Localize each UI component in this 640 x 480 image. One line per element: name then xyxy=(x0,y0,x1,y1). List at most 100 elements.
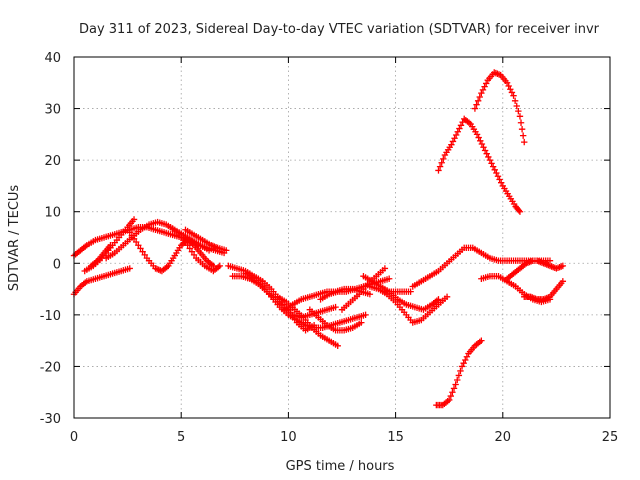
data-point xyxy=(485,153,492,161)
data-point xyxy=(516,208,524,215)
data-point xyxy=(518,126,526,133)
data-point xyxy=(483,150,490,157)
data-point xyxy=(107,242,114,249)
data-point xyxy=(358,319,365,326)
series-arc-16 xyxy=(338,265,389,313)
data-point xyxy=(362,311,369,319)
data-point xyxy=(452,131,460,139)
data-point xyxy=(488,160,495,167)
data-point xyxy=(334,342,341,349)
data-point xyxy=(481,147,489,154)
data-point xyxy=(455,372,463,379)
data-point xyxy=(132,238,140,246)
plot-frame xyxy=(73,56,611,419)
series-arc-02 xyxy=(70,265,133,298)
series-arc-23 xyxy=(471,69,528,146)
data-point xyxy=(223,247,230,254)
series-arc-06 xyxy=(167,223,223,275)
data-marks xyxy=(70,69,567,409)
data-point xyxy=(491,166,498,174)
data-point xyxy=(519,132,527,139)
data-point xyxy=(479,86,487,94)
data-point xyxy=(493,169,500,177)
data-point xyxy=(366,291,374,298)
series-arc-14 xyxy=(306,306,365,334)
x-axis-label: GPS time / hours xyxy=(286,459,395,474)
x-tick-label: 5 xyxy=(177,430,185,445)
y-tick-label: 10 xyxy=(44,206,61,221)
y-axis-label: SDTVAR / TECUs xyxy=(7,185,22,292)
data-point xyxy=(385,275,393,282)
series-arc-25 xyxy=(521,278,567,303)
x-tick-label: 20 xyxy=(495,430,512,445)
data-point xyxy=(454,128,461,135)
series-arc-18 xyxy=(366,283,451,326)
series-arc-08 xyxy=(87,242,114,270)
data-point xyxy=(475,134,482,141)
data-point xyxy=(190,251,198,259)
data-point xyxy=(458,363,466,370)
data-point xyxy=(457,122,465,129)
series-arc-05 xyxy=(126,229,217,275)
data-point xyxy=(559,262,567,270)
data-point xyxy=(473,101,480,108)
data-point xyxy=(448,141,455,148)
y-tick-label: 40 xyxy=(44,51,61,66)
data-point xyxy=(507,86,514,93)
data-point xyxy=(497,179,505,186)
data-point xyxy=(503,79,511,86)
data-point xyxy=(505,82,512,90)
data-point xyxy=(188,248,196,255)
x-tick-label: 10 xyxy=(280,430,297,445)
data-point xyxy=(186,245,193,252)
data-point xyxy=(135,242,142,249)
x-tick-label: 0 xyxy=(70,430,78,445)
data-point xyxy=(381,265,389,272)
data-point xyxy=(454,376,461,384)
series-arc-12 xyxy=(274,293,341,349)
data-point xyxy=(446,396,453,404)
series-arc-26 xyxy=(533,257,567,272)
axis-ticks xyxy=(73,56,611,419)
data-point xyxy=(205,247,213,254)
y-tick-label: 0 xyxy=(53,257,61,272)
y-tick-label: 20 xyxy=(44,154,61,169)
data-point xyxy=(489,163,497,170)
data-point xyxy=(513,102,520,110)
data-point xyxy=(436,163,444,170)
series-arc-20 xyxy=(409,244,554,290)
data-point xyxy=(456,125,463,132)
data-point xyxy=(128,232,136,239)
data-point xyxy=(438,159,445,166)
data-point xyxy=(130,235,138,242)
data-point xyxy=(452,381,459,388)
data-point xyxy=(517,119,525,126)
data-point xyxy=(141,251,148,259)
data-point xyxy=(435,167,442,174)
tick-labels: 0 5 10 15 20 25 -30 -20 -10 0 10 20 30 40 xyxy=(40,51,619,445)
data-point xyxy=(521,138,528,146)
series-arc-07 xyxy=(182,226,230,254)
data-point xyxy=(478,89,485,97)
x-tick-label: 25 xyxy=(602,430,619,445)
data-point xyxy=(510,92,517,99)
data-point xyxy=(471,105,479,112)
y-tick-label: -20 xyxy=(40,360,61,375)
data-point xyxy=(508,89,516,96)
data-point xyxy=(481,83,488,90)
data-point xyxy=(139,248,146,255)
data-point xyxy=(443,293,451,301)
data-point xyxy=(457,367,464,375)
series-arc-21 xyxy=(433,337,485,409)
data-point xyxy=(130,216,138,223)
data-point xyxy=(515,207,523,214)
data-point xyxy=(496,176,503,183)
data-point xyxy=(440,155,447,163)
y-tick-label: -30 xyxy=(40,412,61,427)
data-point xyxy=(462,356,469,364)
data-point xyxy=(332,303,339,311)
series-arc-19 xyxy=(381,288,414,295)
data-point xyxy=(216,262,223,270)
data-point xyxy=(559,278,567,285)
